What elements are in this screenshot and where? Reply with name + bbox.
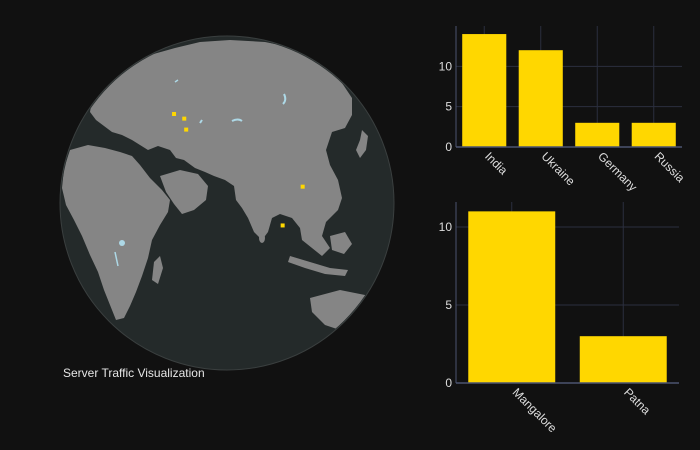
x-tick-label: Ukraine [539, 149, 578, 188]
lake-baikal [282, 93, 287, 105]
y-tick-label: 10 [439, 59, 453, 73]
y-tick-label: 0 [445, 140, 452, 154]
x-tick-label: Russia [652, 149, 688, 185]
srilanka-landmass [259, 233, 265, 243]
y-tick-label: 10 [439, 220, 453, 234]
aral-sea [199, 119, 203, 124]
city-bar-chart[interactable]: 0 5 10 Mangalore Patna [439, 202, 679, 435]
bar-russia[interactable] [631, 122, 676, 147]
y-tick-label: 0 [445, 376, 452, 390]
borneo-landmass [330, 232, 352, 254]
x-tick-label: Mangalore [510, 385, 560, 435]
geo-marker-1[interactable] [184, 127, 189, 132]
bar-patna[interactable] [579, 336, 667, 383]
geo-marker-2[interactable] [172, 111, 177, 116]
eurasia-landmass [90, 40, 352, 256]
x-tick-label: India [482, 149, 511, 178]
japan-landmass [356, 130, 368, 158]
bar-ukraine[interactable] [518, 50, 563, 148]
geo-marker-0[interactable] [182, 116, 187, 121]
lake-onega [174, 79, 179, 83]
africa-landmass [62, 145, 170, 320]
x-tick-label: Germany [595, 149, 640, 194]
x-tick-label: Patna [621, 385, 653, 417]
y-tick-label: 5 [445, 298, 452, 312]
geo-marker-4[interactable] [280, 223, 285, 228]
lake-balkhash [231, 118, 243, 122]
country-bar-chart[interactable]: 0 5 10 India Ukraine Germany Russia [439, 26, 688, 194]
map-caption: Server Traffic Visualization [63, 366, 205, 380]
y-tick-label: 5 [445, 100, 452, 114]
arabia-landmass [160, 170, 208, 214]
globe-map[interactable] [59, 35, 395, 371]
geo-marker-3[interactable] [300, 184, 305, 189]
indonesia-landmass [288, 256, 348, 276]
bar-india[interactable] [462, 34, 507, 147]
madagascar-landmass [152, 256, 163, 284]
bar-mangalore[interactable] [468, 211, 556, 383]
lake-tanganyika [114, 251, 119, 267]
bar-germany[interactable] [575, 122, 620, 147]
geo-markers [172, 111, 305, 228]
lake-victoria [119, 240, 125, 246]
